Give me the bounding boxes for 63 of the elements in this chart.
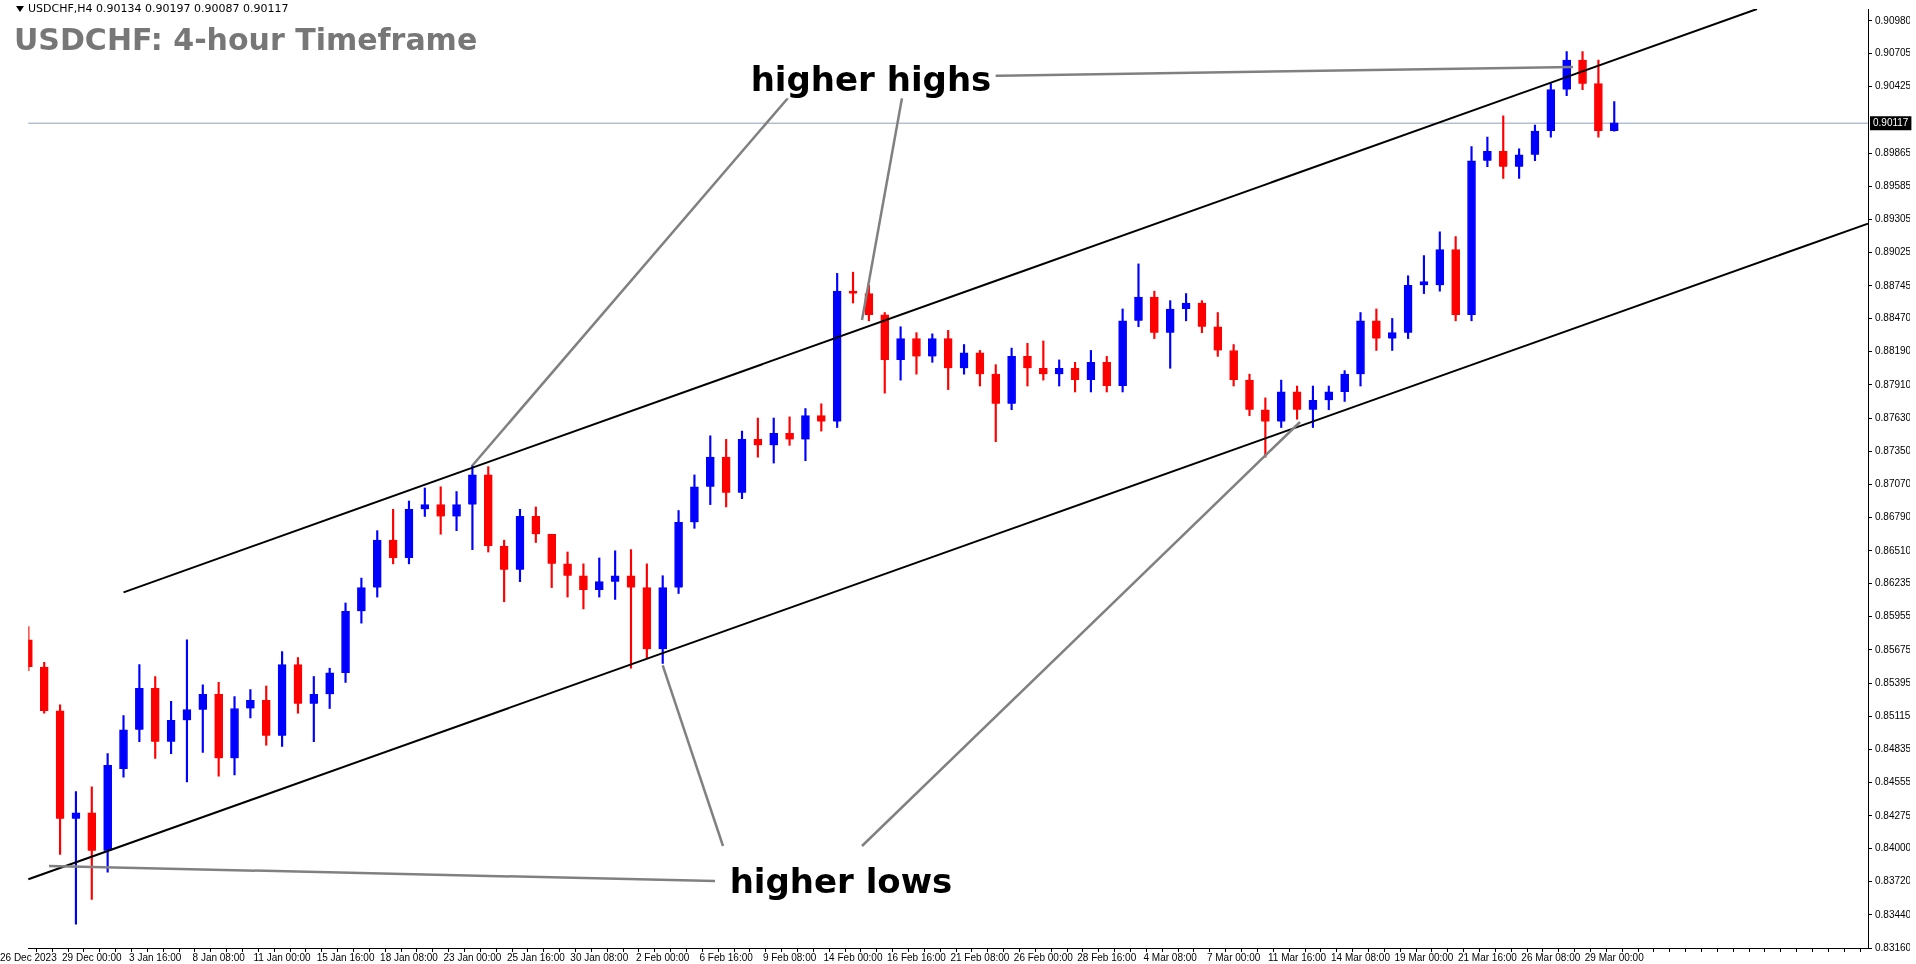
y-tick-label: 0.83160: [1875, 941, 1912, 953]
y-tick-label: 0.84275: [1875, 809, 1912, 821]
annotation: higher highs: [750, 59, 992, 100]
y-tick-label: 0.85955: [1875, 610, 1912, 622]
x-tick-label: 26 Dec 2023: [0, 951, 58, 963]
y-tick-label: 0.90425: [1875, 80, 1912, 92]
y-tick-label: 0.88190: [1875, 345, 1912, 357]
x-tick-label: 14 Mar 08:00: [1331, 951, 1391, 963]
y-tick-label: 0.89585: [1875, 180, 1912, 191]
x-tick-label: 2 Feb 00:00: [636, 951, 690, 963]
x-tick-label: 14 Feb 00:00: [823, 951, 883, 963]
y-tick-label: 0.83720: [1875, 875, 1912, 887]
y-tick-label: 0.85675: [1875, 643, 1912, 655]
x-tick-label: 23 Jan 00:00: [443, 951, 502, 963]
annotation: USDCHF,H4 0.90134 0.90197 0.90087 0.90117: [28, 2, 289, 16]
y-tick-label: 0.85115: [1875, 709, 1911, 721]
candlestick: [579, 563, 588, 610]
candlestick: [1023, 343, 1032, 387]
x-tick-label: 11 Jan 00:00: [253, 951, 312, 963]
x-tick-label: 26 Feb 00:00: [1013, 951, 1074, 963]
x-tick-label: 21 Feb 08:00: [950, 951, 1010, 963]
y-tick-label: 0.87910: [1875, 378, 1912, 390]
x-tick-label: 30 Jan 08:00: [570, 951, 629, 963]
x-tick-label: 7 Mar 00:00: [1206, 951, 1261, 963]
y-tick-label: 0.88745: [1875, 279, 1912, 291]
x-tick-label: 6 Feb 16:00: [699, 951, 754, 963]
x-tick-label: 4 Mar 08:00: [1143, 951, 1198, 963]
annotation: higher lows: [729, 861, 953, 902]
candlestick: [452, 491, 461, 531]
candlestick: [563, 551, 572, 598]
y-tick-label: 0.87070: [1875, 478, 1912, 490]
x-tick-label: 26 Mar 08:00: [1521, 951, 1581, 963]
y-tick-label: 0.85395: [1875, 676, 1912, 688]
x-tick-label: 15 Jan 16:00: [316, 951, 375, 963]
y-tick-label: 0.84000: [1875, 842, 1912, 854]
x-tick-label: 8 Jan 08:00: [192, 951, 246, 963]
x-tick-label: 16 Feb 16:00: [886, 951, 947, 963]
y-tick-label: 0.84835: [1875, 743, 1912, 755]
x-tick-label: 29 Mar 00:00: [1584, 951, 1645, 963]
y-tick-label: 0.87350: [1875, 444, 1912, 456]
x-tick-label: 11 Mar 16:00: [1267, 951, 1327, 963]
x-tick-label: 25 Jan 16:00: [506, 951, 566, 963]
y-tick-label: 0.89025: [1875, 246, 1912, 258]
y-tick-label: 0.83440: [1875, 908, 1912, 920]
x-tick-label: 3 Jan 16:00: [129, 951, 182, 963]
x-tick-label: 9 Feb 08:00: [762, 951, 817, 963]
x-tick-label: 28 Feb 16:00: [1077, 951, 1137, 963]
y-tick-label: 0.84555: [1875, 776, 1912, 788]
text: USDCHF: 4-hour Timeframe: [14, 22, 478, 57]
ref-line-label: 0.90117: [1873, 116, 1909, 128]
x-tick-label: 21 Mar 16:00: [1457, 951, 1518, 963]
y-tick-label: 0.89865: [1875, 146, 1912, 158]
x-tick-label: 19 Mar 00:00: [1394, 951, 1454, 963]
y-tick-label: 0.89305: [1875, 213, 1912, 225]
y-tick-label: 0.86510: [1875, 544, 1912, 556]
y-tick-label: 0.86790: [1875, 511, 1912, 523]
y-tick-label: 0.86235: [1875, 577, 1912, 589]
y-tick-label: 0.90980: [1875, 14, 1912, 26]
x-tick-label: 29 Dec 00:00: [62, 951, 122, 963]
y-tick-label: 0.88470: [1875, 312, 1912, 324]
y-tick-label: 0.90705: [1875, 47, 1912, 59]
y-tick-label: 0.87630: [1875, 411, 1912, 423]
x-tick-label: 18 Jan 08:00: [380, 951, 439, 963]
